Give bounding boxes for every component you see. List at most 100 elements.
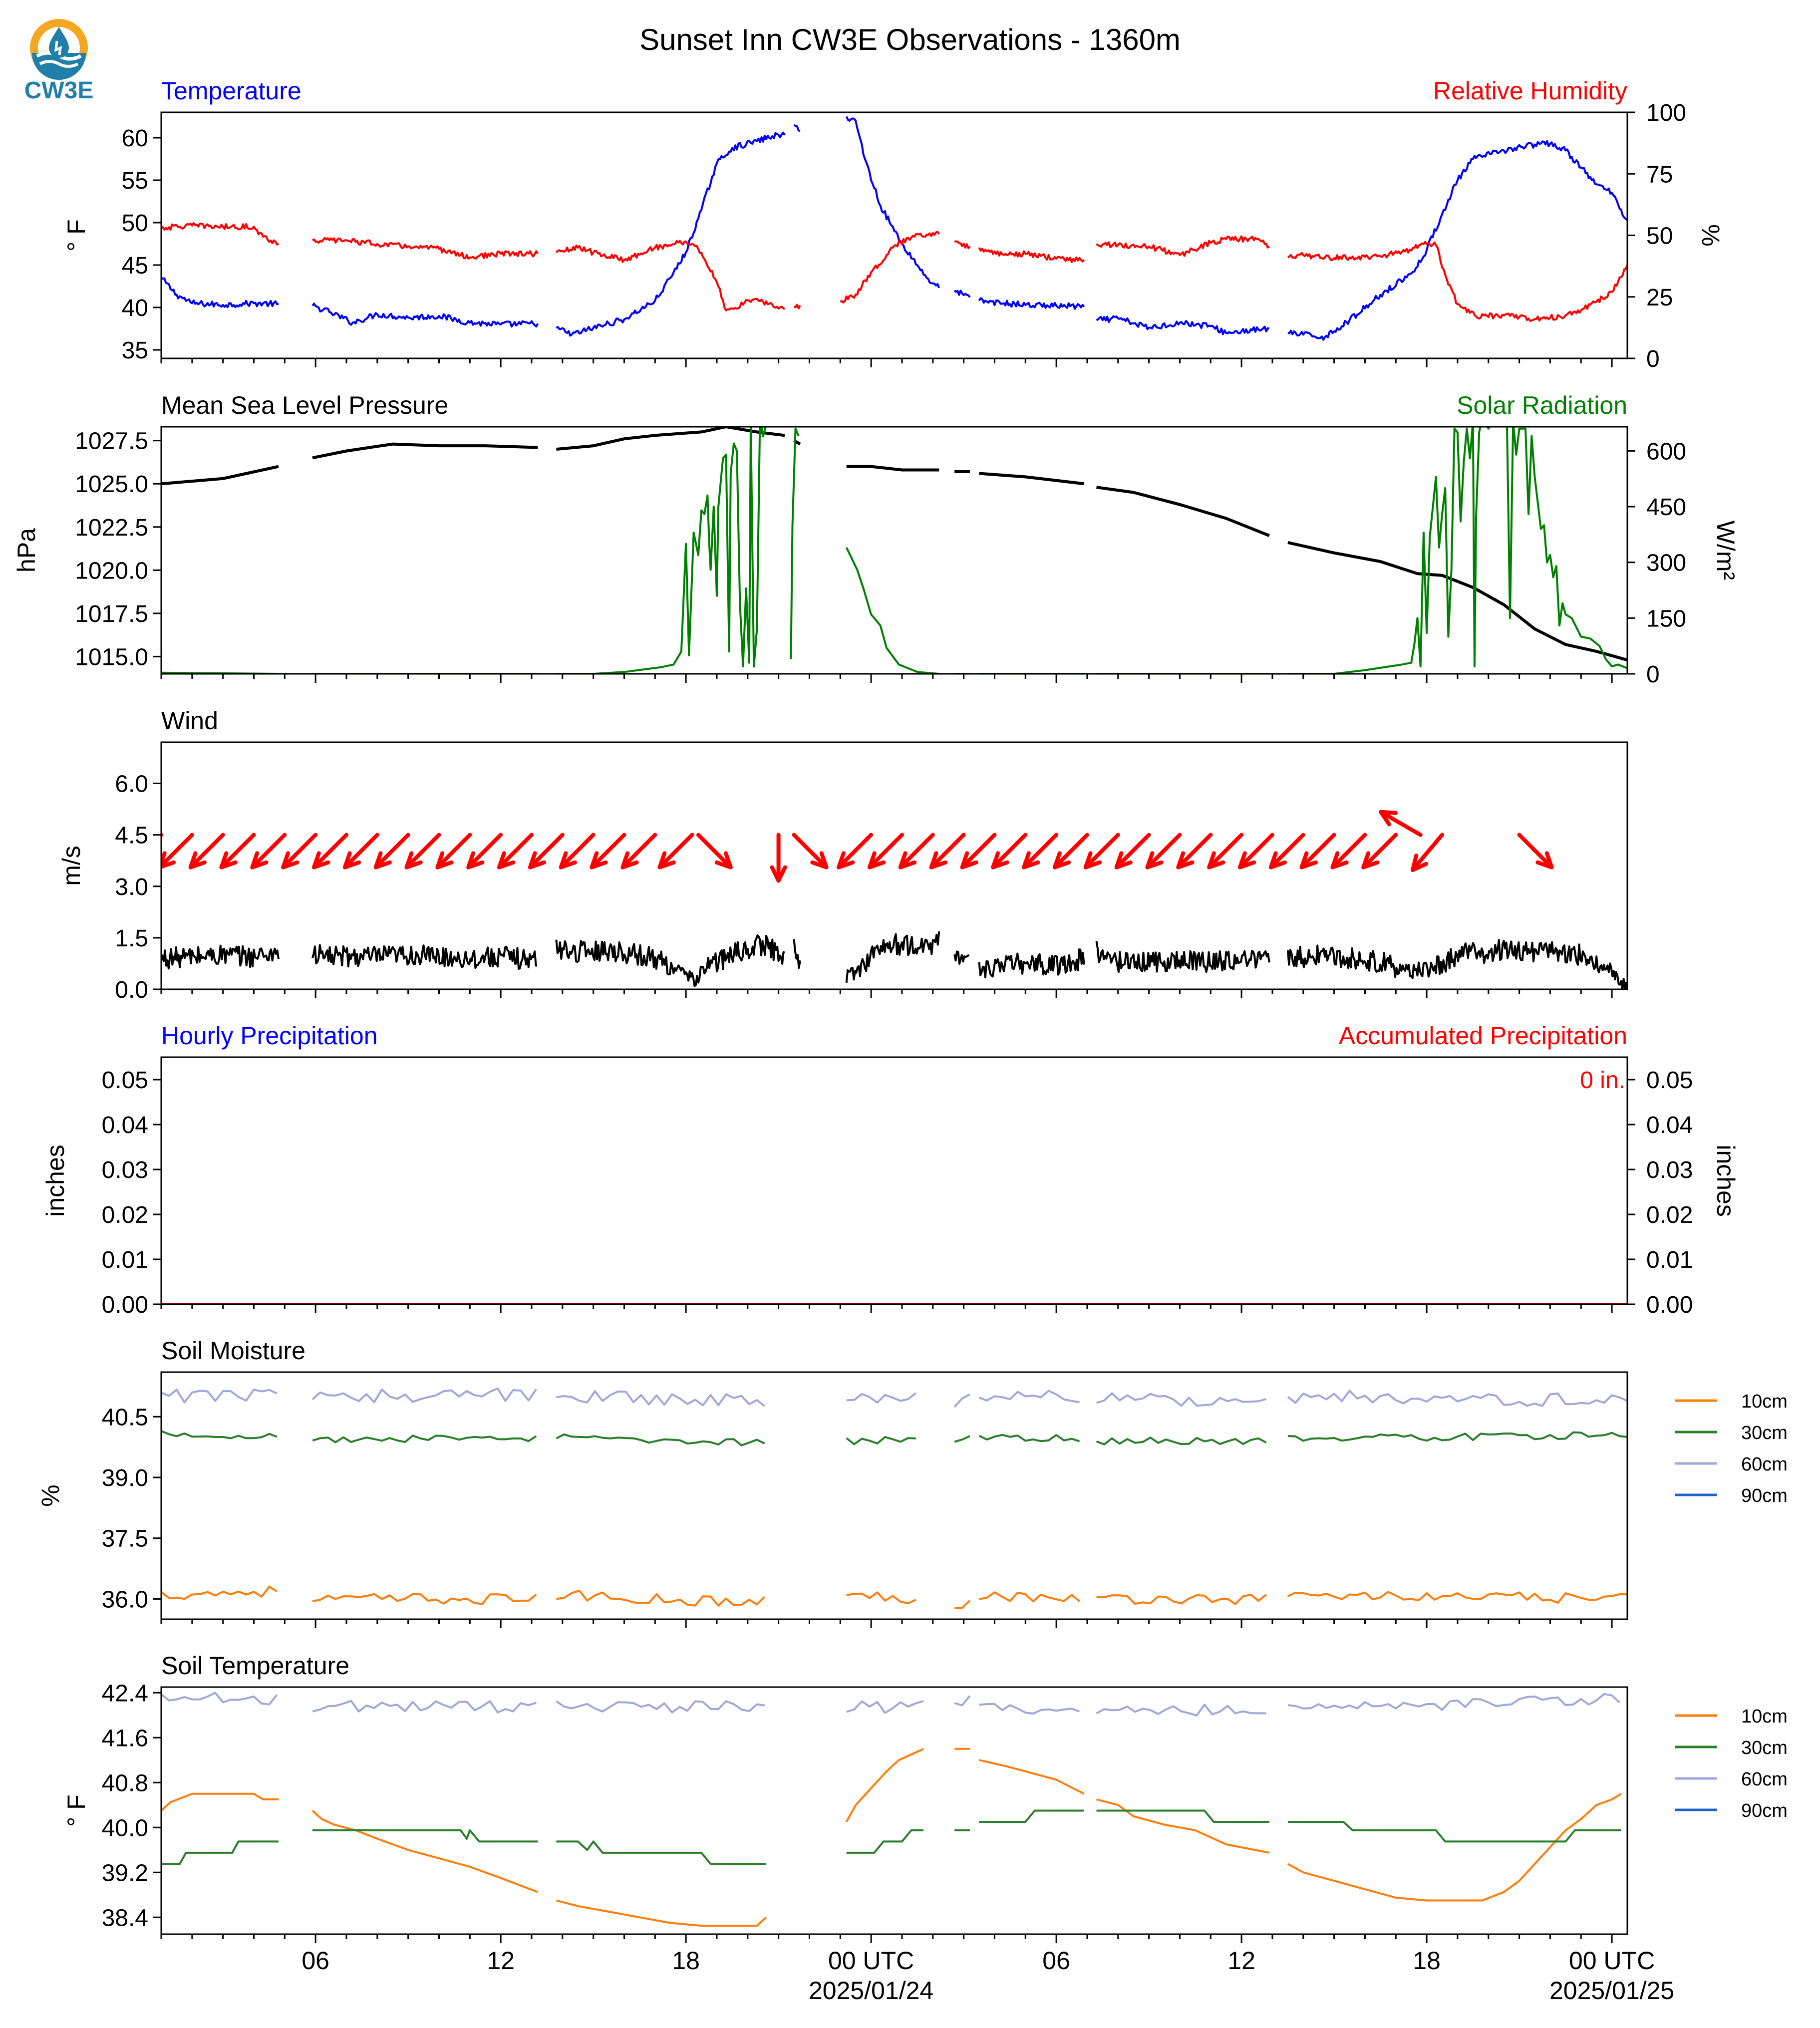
- y-right-tick-label: 0.04: [1646, 1112, 1693, 1139]
- series-2-segment-7: [1096, 1437, 1267, 1446]
- y-tick-label: 39.2: [102, 1860, 148, 1886]
- y-tick-label: 0.02: [102, 1202, 148, 1228]
- plot-frame: [160, 426, 1628, 675]
- wind-arrow: [792, 833, 829, 869]
- series-2-segment-9: [1287, 427, 1627, 674]
- y-right-tick-label: 100: [1646, 100, 1686, 126]
- wind-arrow: [867, 833, 904, 869]
- plot-area: [161, 1692, 1622, 1927]
- series-1-segment-6: [953, 290, 971, 298]
- panel-3: Wind 0.0 1.5 3.0 4.5 6.0 m/s: [57, 707, 1628, 1003]
- wind-arrow: [898, 833, 935, 869]
- wind-arrow: [466, 833, 503, 869]
- plot-frame: [160, 1371, 1628, 1620]
- wind-arrow: [1237, 833, 1274, 869]
- series-3-segment-3: [556, 1700, 765, 1714]
- panel-title-left: Temperature: [161, 77, 302, 105]
- wind-arrow: [1299, 833, 1336, 869]
- y-tick-label: 0.01: [102, 1247, 148, 1273]
- series-2-segment-4: [790, 427, 800, 659]
- series-1-segment-3: [556, 1589, 766, 1607]
- series-1-segment-8: [1096, 486, 1270, 537]
- y-tick-label: 1020.0: [75, 558, 148, 584]
- series-3-segment-4: [846, 1392, 917, 1404]
- legend-label: 90cm: [1741, 1800, 1788, 1821]
- wind-arrow: [657, 833, 694, 869]
- wind-arrow: [1145, 833, 1182, 869]
- y-tick-label: 55: [122, 168, 148, 194]
- y-tick-label: 1025.0: [75, 471, 148, 498]
- wind-arrow: [497, 833, 534, 869]
- series-2-segment-2: [312, 1829, 538, 1843]
- y-right-tick-label: 0.02: [1646, 1202, 1693, 1228]
- wind-arrow: [528, 833, 565, 869]
- y-right-tick-label: 150: [1646, 605, 1686, 632]
- wind-arrow: [435, 833, 472, 869]
- series-1-segment-7: [1096, 1798, 1270, 1854]
- y-tick-label: 6.0: [115, 771, 148, 798]
- x-tick-label: 00 UTC: [828, 1947, 914, 1975]
- wind-arrow: [281, 833, 318, 869]
- y-right-tick-label: 25: [1646, 285, 1673, 311]
- series-3-segment-3: [556, 1390, 766, 1407]
- wind-arrow: [250, 833, 287, 869]
- y-right-tick-label: 75: [1646, 161, 1673, 188]
- series-1-segment-1: [161, 465, 279, 486]
- wind-arrow: [1114, 833, 1151, 869]
- series-1-segment-8: [1287, 1793, 1622, 1902]
- y-tick-label: 60: [122, 125, 148, 152]
- series-1-segment-5: [846, 465, 939, 472]
- series-1-segment-2: [311, 302, 539, 328]
- panel-6: Soil Temperature 38.4 39.2 40.0 40.8 41.6 42.4…: [62, 1652, 1788, 1943]
- series-2-segment-1: [161, 1840, 279, 1865]
- series-3-segment-5: [954, 1695, 971, 1707]
- series-1-segment-3: [556, 131, 786, 337]
- y-axis-label: m/s: [57, 846, 85, 886]
- series-2-segment-2: [312, 237, 539, 260]
- wind-arrow: [1022, 833, 1059, 869]
- wind-arrow: [1517, 833, 1554, 869]
- series-1-segment-2: [311, 1810, 539, 1893]
- series-1-segment-9: [1287, 541, 1627, 662]
- legend-label: 90cm: [1741, 1485, 1788, 1506]
- series-2-segment-1: [161, 222, 279, 246]
- y-axis-label: ° F: [62, 1794, 90, 1826]
- series-1-segment-2: [312, 442, 538, 460]
- series-1-segment-1: [161, 944, 280, 970]
- y-right-tick-label: 0.00: [1646, 1292, 1693, 1318]
- wind-arrow: [559, 833, 596, 869]
- series-3-segment-1: [161, 1692, 278, 1706]
- series-2-segment-3: [556, 1433, 765, 1447]
- series-1-segment-8: [1096, 315, 1270, 335]
- legend-label: 30cm: [1741, 1423, 1788, 1444]
- series-3-segment-7: [1096, 1392, 1267, 1407]
- series-3-segment-2: [311, 1387, 537, 1404]
- x-tick-label: 12: [1227, 1947, 1255, 1975]
- series-2-segment-4: [846, 1829, 924, 1854]
- series-2-segment-2: [312, 1435, 537, 1444]
- series-2-segment-7: [1096, 1809, 1269, 1823]
- series-1-segment-7: [979, 472, 1085, 486]
- panel-1: Temperature Relative Humidity 35 40 45 50 55 60…: [62, 77, 1725, 372]
- series-1-segment-7: [978, 948, 1085, 979]
- series-2-segment-6: [979, 1809, 1084, 1823]
- series-1-segment-3: [556, 1899, 767, 1927]
- accumulated-annotation: 0 in.: [1580, 1067, 1625, 1094]
- wind-arrow: [1268, 833, 1305, 869]
- legend-label: 60cm: [1741, 1454, 1788, 1475]
- x-tick-label: 18: [672, 1947, 700, 1975]
- plot-frame: [160, 741, 1628, 990]
- series-1-segment-8: [1095, 941, 1270, 973]
- y-tick-label: 50: [122, 210, 148, 237]
- series-1-segment-1: [161, 277, 279, 308]
- wind-arrow: [1361, 833, 1398, 869]
- series-1-segment-4: [846, 1591, 916, 1605]
- series-2-segment-6: [978, 1434, 1080, 1443]
- series-2-segment-8: [1287, 1431, 1627, 1442]
- y-tick-label: 35: [122, 337, 148, 364]
- series-3-segment-2: [312, 1700, 537, 1714]
- y-tick-label: 41.6: [102, 1725, 148, 1751]
- y-right-tick-label: 50: [1646, 223, 1673, 250]
- series-1-segment-7: [978, 297, 1085, 310]
- y-right-tick-label: 0: [1646, 661, 1660, 688]
